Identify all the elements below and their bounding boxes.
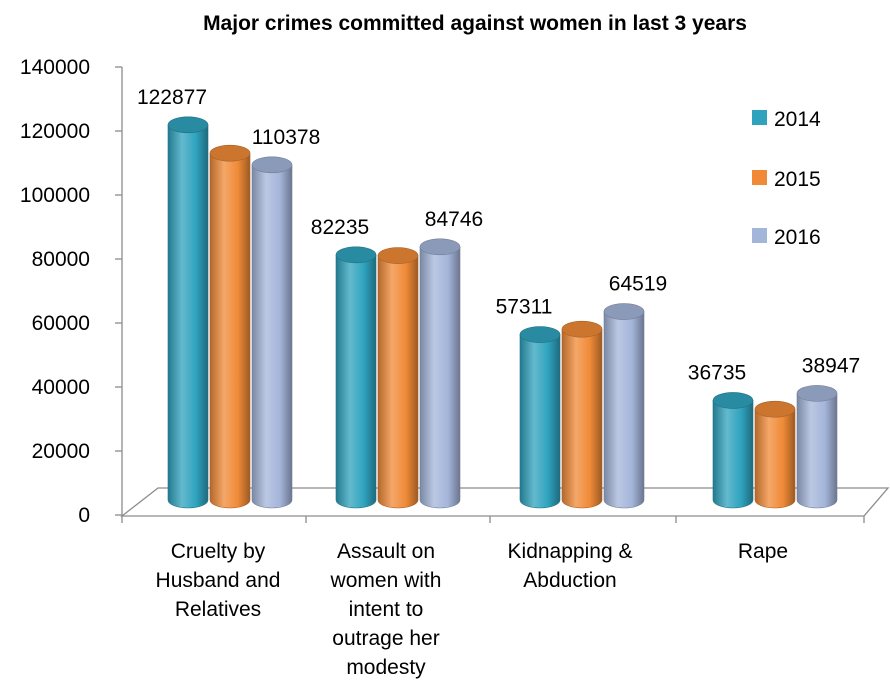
bar [209, 144, 251, 509]
category-label: Kidnapping & Abduction [508, 540, 633, 592]
category-label: Rape [738, 540, 788, 563]
legend-label: 2015 [774, 168, 821, 191]
x-axis-categories: Cruelty by Husband and Relatives Assault on… [156, 540, 789, 679]
bar [519, 326, 561, 509]
y-tick-label: 140000 [20, 56, 90, 79]
bar [561, 320, 603, 509]
data-label: 64519 [609, 273, 667, 296]
data-label: 82235 [311, 216, 369, 239]
chart-floor [120, 487, 890, 523]
legend-label: 2016 [774, 226, 821, 249]
bar [754, 400, 796, 509]
data-label: 38947 [802, 354, 860, 377]
bar [419, 238, 461, 509]
y-tick-label: 120000 [20, 120, 90, 143]
legend-item: 2016 [752, 226, 821, 249]
bar [796, 385, 838, 509]
category-label: Cruelty by Husband and Relatives [156, 540, 281, 621]
bar [603, 303, 645, 509]
y-axis: 0 20000 40000 60000 80000 100000 120000 140000 [20, 56, 123, 527]
data-label: 84746 [425, 208, 483, 231]
chart-title: Major crimes committed against women in … [203, 12, 747, 35]
legend-swatch [752, 228, 767, 243]
legend-label: 2014 [774, 108, 821, 131]
y-tick-label: 20000 [32, 440, 90, 463]
bars [167, 116, 838, 509]
legend-swatch [752, 170, 767, 185]
y-tick-label: 100000 [20, 184, 90, 207]
legend-swatch [752, 110, 767, 125]
legend-item: 2014 [752, 108, 821, 131]
data-label: 57311 [496, 296, 553, 319]
data-labels: 122877 110378 82235 84746 57311 64519 36735 389… [137, 86, 860, 385]
legend: 2014 2015 2016 [752, 108, 821, 249]
bar [335, 246, 377, 509]
y-tick-label: 0 [78, 504, 90, 527]
y-tick-label: 80000 [32, 248, 90, 271]
data-label: 122877 [137, 86, 207, 109]
category-label: Assault on women with intent to outrage her… [330, 540, 442, 679]
data-label: 110378 [252, 126, 321, 149]
y-tick-label: 40000 [32, 376, 90, 399]
y-tick-label: 60000 [32, 312, 90, 335]
floor-plane [120, 487, 890, 517]
legend-item: 2015 [752, 168, 821, 191]
data-label: 36735 [688, 361, 746, 384]
bar [712, 392, 754, 509]
bar [377, 247, 419, 509]
bar [167, 116, 209, 509]
bar [251, 156, 293, 509]
